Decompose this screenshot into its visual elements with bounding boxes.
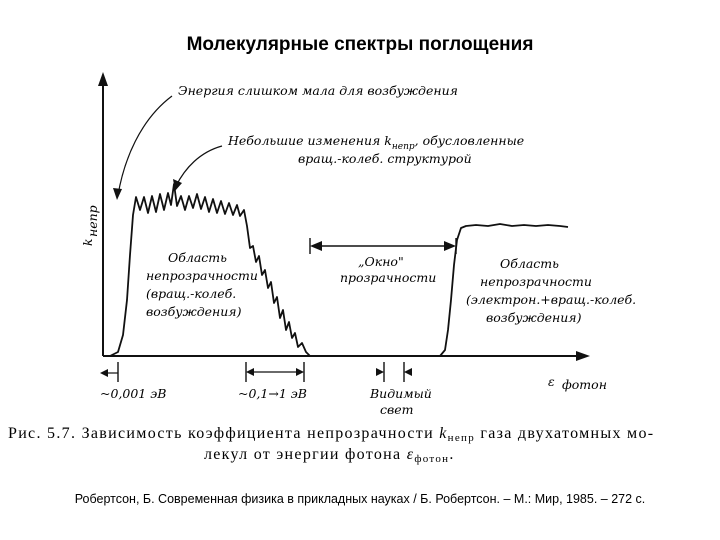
caption-e-sub: фотон <box>414 453 450 466</box>
y-axis-label: k непр <box>80 205 100 246</box>
low-energy-leader-arrow <box>113 188 122 200</box>
small-changes-annotation-line1: Небольшие изменения kнепр, обусловленные <box>227 133 524 152</box>
caption-k-sub: непр <box>447 432 476 444</box>
mark1-arrow <box>100 369 108 377</box>
x-axis-label-sub: фотон <box>562 377 607 392</box>
figure-caption: Рис. 5.7. Зависимость коэффициента непро… <box>8 424 714 467</box>
window-arrow-left <box>310 241 322 251</box>
small-changes-leader <box>175 145 223 187</box>
left-opacity-curve <box>109 183 311 357</box>
mark2-arrow-left <box>246 368 254 376</box>
right-region-line4: возбуждения) <box>486 310 582 325</box>
mark3-arrow-right <box>404 368 412 376</box>
svg-text:k: k <box>80 238 95 246</box>
mark3-label-line1: Видимый <box>369 386 432 401</box>
caption-k-symbol: k <box>439 425 448 442</box>
right-region-line1: Область <box>500 256 559 271</box>
right-opacity-curve <box>439 223 569 357</box>
window-label-line1: „Окно" <box>358 254 404 269</box>
low-energy-annotation: Энергия слишком мала для возбуждения <box>178 83 458 98</box>
mark1-label: ~0,001 эВ <box>100 386 166 401</box>
window-arrow-right <box>444 241 456 251</box>
bibliographic-reference: Робертсон, Б. Современная физика в прикл… <box>74 492 646 506</box>
mark3-label-line2: свет <box>380 402 414 417</box>
caption-text-2: газа двухатомных мо- <box>475 425 655 442</box>
caption-text-1: Зависимость коэффициента непрозрачности <box>76 425 440 442</box>
y-axis-arrow <box>98 72 108 86</box>
left-region-line4: возбуждения) <box>146 304 242 319</box>
low-energy-leader <box>117 95 173 196</box>
caption-e-symbol: ε <box>406 446 415 464</box>
caption-line2: лекул от энергии фотона εфотон. <box>8 445 714 466</box>
left-region-line3: (вращ.-колеб. <box>146 286 236 301</box>
small-changes-annotation-line2: вращ.-колеб. структурой <box>298 151 472 166</box>
caption-line2-text: лекул от энергии фотона <box>204 446 407 464</box>
caption-end: . <box>449 446 455 464</box>
mark3-arrow-left <box>376 368 384 376</box>
caption-line1: Рис. 5.7. Зависимость коэффициента непро… <box>8 424 714 445</box>
right-region-line3: (электрон.+вращ.-колеб. <box>466 292 636 307</box>
left-region-line1: Область <box>168 250 227 265</box>
x-axis-arrow <box>576 351 590 361</box>
x-axis-label: ε <box>548 374 555 389</box>
mark2-arrow-right <box>296 368 304 376</box>
window-label-line2: прозрачности <box>340 270 436 285</box>
mark2-label: ~0,1→1 эВ <box>238 386 307 401</box>
right-region-line2: непрозрачности <box>480 274 592 289</box>
caption-prefix: Рис. 5.7. <box>8 425 77 442</box>
left-region-line2: непрозрачности <box>146 268 258 283</box>
slide-title: Молекулярные спектры поглощения <box>186 34 534 55</box>
svg-text:непр: непр <box>85 205 100 237</box>
small-changes-leader-arrow <box>173 179 182 191</box>
